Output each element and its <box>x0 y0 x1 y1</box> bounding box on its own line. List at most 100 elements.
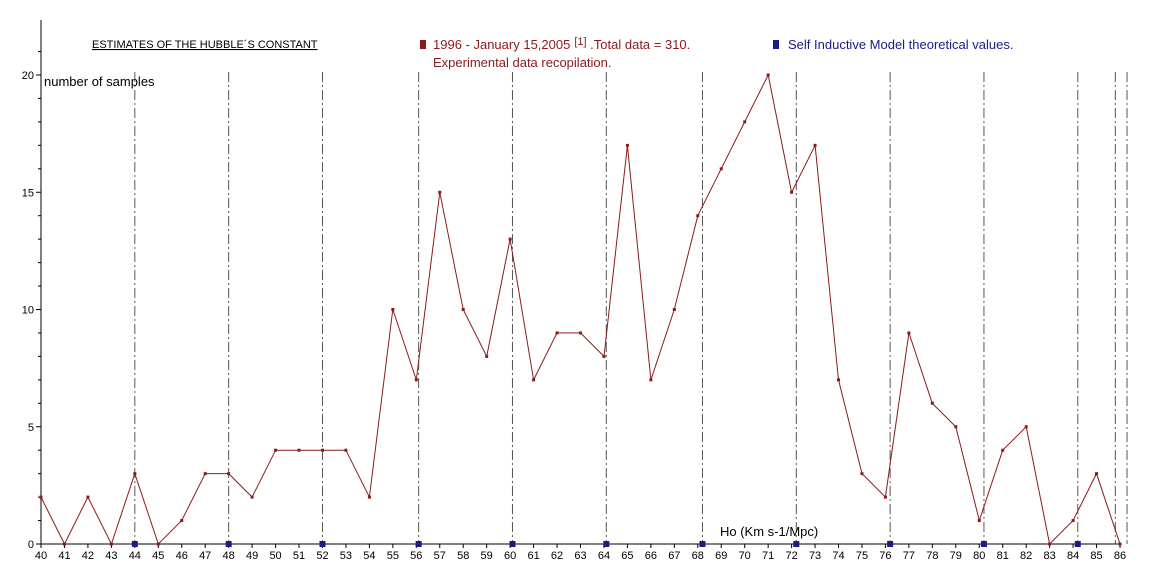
x-tick-label: 85 <box>1090 550 1102 562</box>
y-tick-label: 5 <box>28 422 34 434</box>
x-tick-label: 69 <box>715 550 727 562</box>
y-tick-label: 15 <box>22 187 34 199</box>
experimental-data-point <box>954 425 958 429</box>
x-tick-label: 63 <box>574 550 586 562</box>
series-layer <box>39 73 1122 547</box>
x-tick-label: 74 <box>832 550 844 562</box>
experimental-data-point <box>297 448 301 452</box>
x-tick-label: 81 <box>997 550 1009 562</box>
x-tick-label: 60 <box>504 550 516 562</box>
legend-label-experimental-line2: Experimental data recopilation. <box>433 55 612 70</box>
x-tick-label: 77 <box>903 550 915 562</box>
experimental-data-point <box>485 354 489 358</box>
experimental-data-point <box>719 167 723 171</box>
experimental-data-point <box>39 495 43 499</box>
experimental-data-point <box>274 448 278 452</box>
experimental-data-point <box>625 143 629 147</box>
x-tick-label: 41 <box>58 550 70 562</box>
experimental-data-point <box>696 214 700 218</box>
experimental-data-point <box>907 331 911 335</box>
x-axis-label: Ho (Km s-1/Mpc) <box>720 524 818 539</box>
experimental-data-point <box>367 495 371 499</box>
x-tick-label: 66 <box>645 550 657 562</box>
theoretical-data-point <box>980 541 987 547</box>
theoretical-data-point <box>1074 541 1081 547</box>
experimental-data-point <box>391 308 395 311</box>
x-tick-label: 50 <box>269 550 281 562</box>
x-tick-label: 70 <box>739 550 751 562</box>
x-tick-label: 86 <box>1114 550 1126 562</box>
x-tick-label: 71 <box>762 550 774 562</box>
theoretical-data-point <box>887 541 894 547</box>
experimental-data-point <box>109 542 113 546</box>
x-tick-label: 45 <box>152 550 164 562</box>
experimental-data-point <box>532 378 536 382</box>
x-tick-label: 59 <box>481 550 493 562</box>
experimental-data-point <box>883 495 887 499</box>
experimental-data-point <box>133 472 137 476</box>
experimental-data-point <box>508 237 512 241</box>
theoretical-data-point <box>225 541 232 547</box>
experimental-data-point <box>414 378 418 382</box>
experimental-data-point <box>579 331 582 335</box>
experimental-data-point <box>790 190 794 194</box>
experimental-data-point <box>62 542 66 546</box>
theoretical-data-point <box>793 541 800 547</box>
x-tick-label: 58 <box>457 550 469 562</box>
x-tick-label: 51 <box>293 550 305 562</box>
x-tick-label: 78 <box>926 550 938 562</box>
theoretical-data-point <box>319 541 326 547</box>
x-tick-label: 79 <box>950 550 962 562</box>
x-tick-label: 49 <box>246 550 258 562</box>
x-tick-label: 43 <box>105 550 117 562</box>
experimental-data-point <box>1024 425 1028 429</box>
experimental-data-point <box>180 519 184 523</box>
x-tick-label: 76 <box>879 550 891 562</box>
experimental-data-point <box>672 308 676 311</box>
x-tick-label: 82 <box>1020 550 1032 562</box>
x-tick-label: 83 <box>1044 550 1056 562</box>
experimental-data-point <box>320 448 324 452</box>
experimental-data-point <box>602 354 606 358</box>
x-tick-label: 68 <box>692 550 704 562</box>
text-layer: 0 5 10 15 20 40 41 42 43 44 45 46 47 48 49 50 51 52 53 54 55… <box>22 36 1126 562</box>
x-tick-label: 53 <box>340 550 352 562</box>
theoretical-data-point <box>699 541 706 547</box>
experimental-data-point <box>438 190 442 194</box>
experimental-data-point <box>1118 542 1122 546</box>
experimental-data-point <box>156 542 160 546</box>
experimental-data-point <box>344 448 348 452</box>
theoretical-data-point <box>603 541 610 547</box>
experimental-data-point <box>813 143 817 147</box>
legend-total-data: .Total data = 310. <box>587 37 691 52</box>
experimental-data-point <box>461 308 465 311</box>
legend-label-experimental: 1996 - January 15,2005 [1] .Total data = … <box>433 36 690 52</box>
x-tick-label: 72 <box>785 550 797 562</box>
experimental-data-point <box>766 73 770 77</box>
y-axis-label: number of samples <box>44 74 155 89</box>
legend-reference-superscript: [1] <box>574 36 586 48</box>
theoretical-data-point <box>415 541 422 547</box>
x-tick-label: 67 <box>668 550 680 562</box>
x-tick-label: 65 <box>621 550 633 562</box>
experimental-data-point <box>1095 472 1099 476</box>
experimental-data-point <box>227 472 231 476</box>
experimental-data-point <box>860 472 864 476</box>
experimental-series-line <box>40 73 1121 546</box>
experimental-data-point <box>1048 542 1052 546</box>
x-tick-label: 84 <box>1067 550 1079 562</box>
vertical-dashdot-lines <box>134 72 1128 544</box>
x-tick-label: 73 <box>809 550 821 562</box>
x-tick-label: 62 <box>551 550 563 562</box>
x-tick-label: 47 <box>199 550 211 562</box>
y-tick-label: 20 <box>22 70 34 82</box>
x-tick-label: 40 <box>35 550 47 562</box>
x-tick-label: 55 <box>387 550 399 562</box>
theoretical-data-point <box>509 541 516 547</box>
x-tick-label: 54 <box>363 550 375 562</box>
x-tick-label: 61 <box>527 550 539 562</box>
experimental-data-point <box>743 120 747 124</box>
x-tick-label: 52 <box>316 550 328 562</box>
experimental-data-point <box>1071 519 1075 523</box>
